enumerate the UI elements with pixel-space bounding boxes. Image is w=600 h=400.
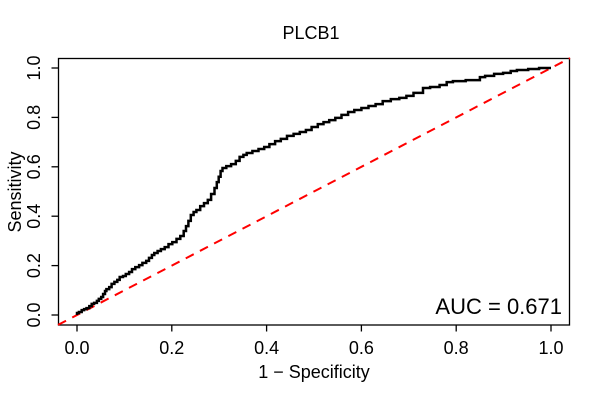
y-tick-label: 0.2 [24,253,44,278]
chance-diagonal-line [57,57,571,326]
x-tick-label: 0.2 [159,338,184,358]
x-tick-label: 1.0 [538,338,563,358]
x-tick-label: 0.4 [254,338,279,358]
y-tick-label: 0.4 [24,204,44,229]
plot-box [57,57,571,326]
y-tick-label: 0.0 [24,302,44,327]
y-tick-label: 0.6 [24,154,44,179]
roc-curve-line [75,66,551,315]
y-axis-ticks: 0.0 0.2 0.4 0.6 0.8 1.0 [24,55,58,328]
y-tick-label: 1.0 [24,55,44,80]
y-tick-label: 0.8 [24,105,44,130]
x-tick-label: 0.8 [444,338,469,358]
auc-annotation: AUC = 0.671 [435,294,562,319]
chart-title: PLCB1 [282,23,339,43]
x-tick-label: 0.6 [349,338,374,358]
x-axis-ticks: 0.0 0.2 0.4 0.6 0.8 1.0 [64,325,564,358]
x-axis-label: 1 − Specificity [258,362,370,382]
x-tick-label: 0.0 [64,338,89,358]
y-axis-label: Sensitivity [5,151,25,232]
